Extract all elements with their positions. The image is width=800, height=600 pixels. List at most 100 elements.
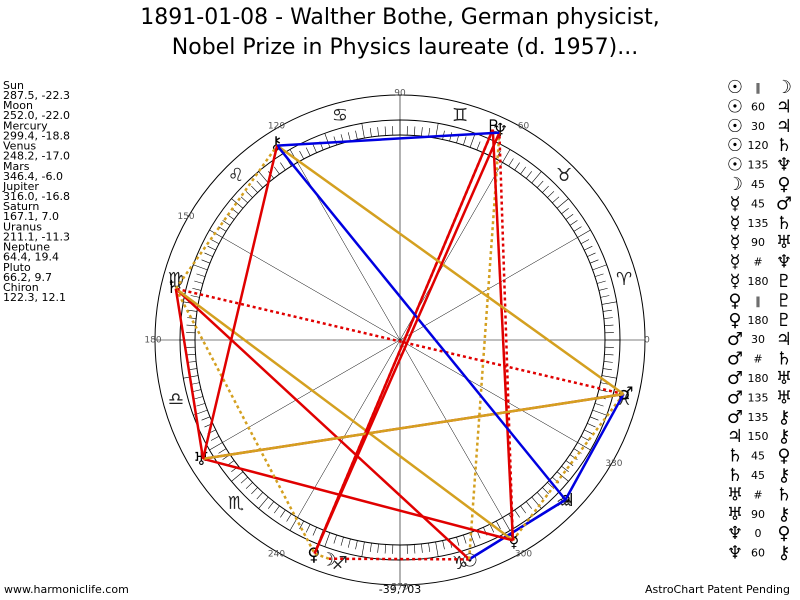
ring-tick (594, 273, 604, 277)
ring-tick (580, 435, 590, 441)
planet-name: Mars (3, 160, 30, 173)
aspect-type: 135 (748, 391, 769, 404)
degree-label: 180 (144, 336, 161, 346)
ring-tick (209, 442, 223, 451)
aspect-planet: ☉ (727, 135, 743, 156)
ring-tick (384, 544, 386, 554)
planet-coords: 64.4, 19.4 (3, 251, 59, 264)
sign-glyph: ♋ (332, 105, 348, 126)
aspect-type: 180 (748, 372, 769, 385)
aspect-planet: ☉ (727, 116, 743, 137)
ring-tick (355, 540, 358, 550)
ring-tick (508, 158, 514, 167)
ring-tick (273, 166, 280, 175)
ring-tick (565, 460, 574, 467)
ring-tick (192, 389, 202, 393)
aspect-type: 180 (748, 275, 769, 288)
aspect-line (175, 287, 624, 396)
ring-tick (587, 423, 596, 428)
sign-glyph: ♉ (556, 165, 572, 186)
aspect-type: # (753, 353, 762, 366)
ring-tick (435, 541, 439, 557)
planet-glyph: ☽ (320, 550, 336, 571)
aspect-planet: ♆ (727, 523, 743, 544)
sign-glyph: ♒ (556, 493, 572, 514)
planet-glyph: ♆ (492, 120, 508, 141)
ring-tick (573, 226, 582, 232)
aspect-type: 45 (751, 450, 765, 463)
aspect-type: 45 (751, 178, 765, 191)
ring-tick (305, 524, 311, 533)
ring-tick (525, 171, 532, 179)
aspect-line (202, 392, 624, 461)
ring-tick (204, 252, 213, 257)
ring-tick (299, 150, 305, 160)
aspect-line (328, 557, 470, 561)
aspect-type: 30 (751, 120, 765, 133)
ring-tick (542, 487, 549, 495)
ring-tick (369, 128, 372, 138)
ring-tick (194, 396, 204, 400)
ring-tick (569, 220, 578, 226)
planet-coords: 346.4, -6.0 (3, 170, 63, 183)
ring-tick (188, 309, 198, 312)
ring-tick (531, 171, 542, 184)
ring-tick (190, 295, 200, 298)
aspect-planet: ♄ (727, 446, 743, 467)
ring-tick (577, 229, 591, 238)
degree-label: 300 (515, 549, 532, 559)
ring-tick (258, 496, 269, 509)
planet-coords: 167.1, 7.0 (3, 210, 59, 223)
aspect-planet: ♄ (727, 465, 743, 486)
planet-coords: 252.0, -22.0 (3, 109, 70, 122)
planet-coords: 248.2, -17.0 (3, 150, 70, 163)
aspect-planet: ⚷ (777, 465, 790, 486)
ring-tick (210, 435, 220, 441)
aspect-type: ‖ (755, 81, 761, 94)
aspect-planet: ♀ (728, 310, 741, 331)
ring-tick (598, 389, 608, 393)
ring-tick (542, 185, 549, 193)
ring-tick (256, 180, 264, 188)
aspect-planet: ☽ (727, 174, 743, 195)
title-line: 1891-01-08 - Walther Bothe, German physi… (140, 5, 659, 30)
aspect-planet: ⚷ (777, 407, 790, 428)
planet-name: Saturn (3, 200, 39, 213)
ring-tick (240, 196, 248, 204)
ring-tick (552, 196, 560, 204)
ring-tick (305, 147, 311, 156)
ring-tick (218, 226, 227, 232)
planet-name: Sun (3, 79, 24, 92)
ring-tick (598, 287, 608, 291)
ring-tick (577, 442, 591, 451)
planet-name: Moon (3, 99, 33, 112)
ring-tick (596, 280, 606, 284)
ring-tick (245, 191, 253, 198)
aspect-planet: ☿ (729, 271, 740, 292)
degree-label: 0 (644, 336, 650, 346)
aspect-planet: ♃ (776, 96, 792, 117)
aspect-type: # (753, 256, 762, 269)
aspect-planet: ♂ (727, 387, 743, 408)
aspect-planet: ⚷ (777, 543, 790, 564)
aspect-line (564, 393, 625, 501)
aspect-planet: ☿ (729, 193, 740, 214)
aspect-planet: ☉ (727, 155, 743, 176)
aspect-planet: ☉ (727, 77, 743, 98)
planet-name: Uranus (3, 220, 42, 233)
aspect-planet: ♇ (776, 290, 792, 311)
aspect-type: 135 (748, 411, 769, 424)
ring-tick (514, 509, 520, 518)
ring-tick (421, 127, 423, 137)
ring-tick (312, 144, 317, 153)
footer-right: AstroChart Patent Pending (645, 583, 790, 596)
aspect-type: 45 (751, 197, 765, 210)
aspect-type: 150 (748, 430, 769, 443)
aspect-planet: ♂ (727, 407, 743, 428)
ring-tick (361, 541, 365, 557)
aspect-line (314, 552, 330, 560)
ring-tick (456, 536, 460, 546)
aspect-planet: ♅ (776, 232, 792, 253)
degree-label: 240 (268, 549, 285, 559)
ring-tick (520, 505, 527, 514)
